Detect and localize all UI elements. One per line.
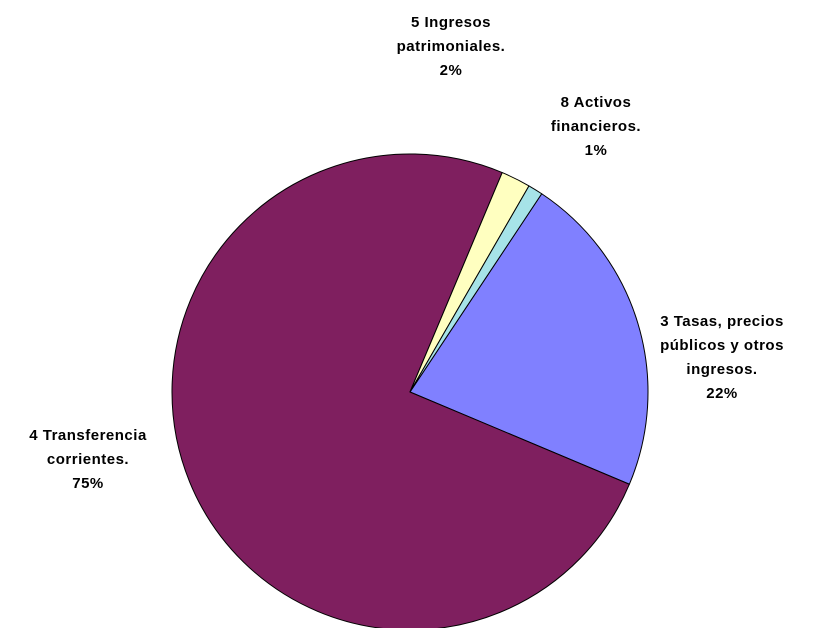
label-ingresos-line1: 5 Ingresos [411, 14, 491, 31]
label-tasas-line3: ingresos. [686, 361, 757, 378]
label-tasas-line1: 3 Tasas, precios [660, 313, 784, 330]
label-activos-pct: 1% [585, 142, 608, 159]
slice-activos-financieros [409, 185, 543, 393]
label-ingresos-pct: 2% [440, 62, 463, 79]
slice-tasas [409, 193, 649, 485]
label-tasas-pct: 22% [706, 385, 738, 402]
label-activos-financieros: 8 Activos financieros. 1% [551, 94, 641, 159]
label-tasas: 3 Tasas, precios públicos y otros ingres… [660, 313, 784, 402]
label-transferencia-line2: corrientes. [47, 451, 129, 468]
label-activos-line1: 8 Activos [561, 94, 632, 111]
label-transferencia-pct: 75% [72, 475, 104, 492]
label-transferencia: 4 Transferencia corrientes. 75% [29, 427, 147, 492]
pie-slices [171, 153, 649, 628]
label-ingresos-patrimoniales: 5 Ingresos patrimoniales. 2% [397, 14, 506, 79]
slice-transferencia [171, 153, 630, 628]
label-ingresos-line2: patrimoniales. [397, 38, 506, 55]
label-transferencia-line1: 4 Transferencia [29, 427, 147, 444]
label-activos-line2: financieros. [551, 118, 641, 135]
label-tasas-line2: públicos y otros [660, 337, 784, 354]
